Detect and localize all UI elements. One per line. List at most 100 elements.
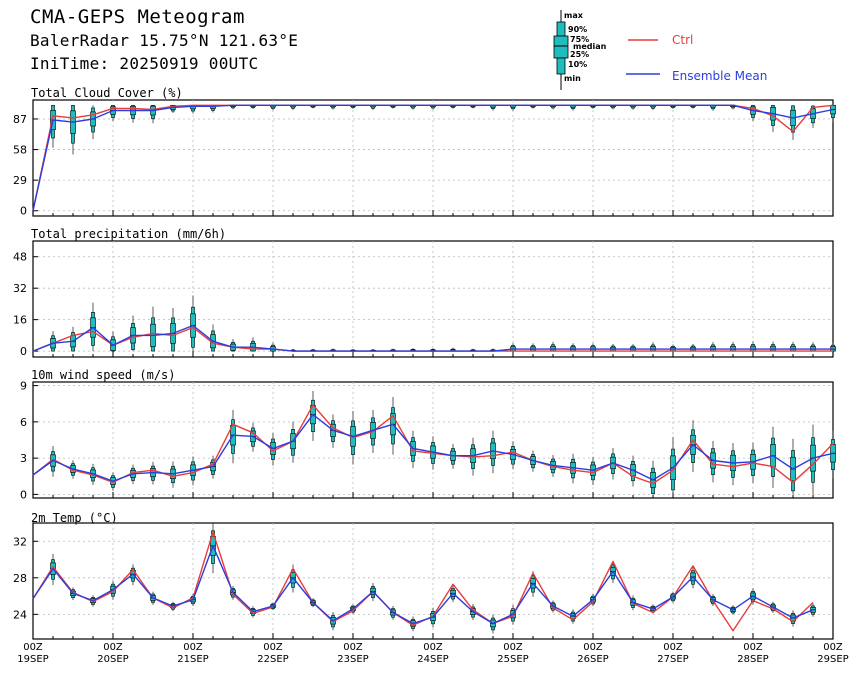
y-tick-label: 16	[13, 314, 27, 327]
ensemble-box	[570, 104, 576, 111]
x-tick-label-date: 24SEP	[417, 654, 448, 665]
ensemble-box	[790, 438, 796, 495]
legend-box-10	[556, 57, 566, 75]
x-tick-label-date: 19SEP	[17, 654, 48, 665]
ensemble-box	[90, 105, 96, 140]
y-tick-label: 32	[13, 282, 27, 295]
x-tick-label-hour: 00Z	[823, 642, 843, 653]
y-tick-label: 0	[20, 488, 27, 501]
chart-title: CMA-GEPS Meteogram	[30, 6, 245, 28]
ensemble-box	[210, 324, 216, 352]
y-tick-label: 0	[20, 345, 27, 358]
legend: Ctrl Ensemble Mean max 90%75%median25%10%…	[553, 10, 767, 90]
panel-title: Total Cloud Cover (%)	[31, 86, 183, 100]
legend-label-4: 25%	[570, 50, 589, 59]
panel-title: Total precipitation (mm/6h)	[31, 227, 226, 241]
legend-label-2: 75%	[570, 35, 589, 44]
series-ctrl-line	[32, 404, 834, 485]
x-tick-label-date: 25SEP	[497, 654, 528, 665]
panel-title: 2m Temp (°C)	[31, 511, 118, 525]
panel-1: Total precipitation (mm/6h) 0 16 32 48	[13, 227, 836, 358]
x-tick-label-date: 28SEP	[737, 654, 768, 665]
x-tick-label-hour: 00Z	[423, 642, 443, 653]
station-location: BalerRadar 15.75°N 121.63°E	[30, 31, 299, 50]
ensemble-box	[150, 104, 156, 124]
ensemble-box	[50, 330, 56, 352]
title-block: CMA-GEPS Meteogram BalerRadar 15.75°N 12…	[30, 6, 298, 75]
ensemble-box	[670, 344, 676, 352]
init-time: IniTime: 20250919 00UTC	[30, 54, 259, 73]
y-tick-label: 9	[20, 380, 27, 393]
ensemble-box	[710, 104, 716, 111]
y-tick-label: 29	[13, 174, 27, 187]
ensemble-box	[830, 342, 836, 352]
ensemble-box	[70, 326, 76, 352]
legend-label-3: median	[573, 42, 607, 51]
panel-2: 10m wind speed (m/s) 0 3 6 9	[20, 368, 836, 501]
series-ensemble-mean-line	[32, 413, 834, 482]
panel-title: 10m wind speed (m/s)	[31, 368, 176, 382]
legend-mean-label: Ensemble Mean	[672, 69, 767, 83]
x-tick-label-hour: 00Z	[263, 642, 283, 653]
panel-3: 2m Temp (°C) 24 28 32	[13, 511, 834, 640]
ensemble-box	[730, 443, 736, 486]
ensemble-box	[230, 339, 236, 352]
legend-label-5: 10%	[568, 60, 587, 69]
ensemble-box	[110, 331, 116, 352]
y-tick-label: 32	[13, 535, 27, 548]
x-tick-label-date: 29SEP	[817, 654, 848, 665]
ensemble-box	[590, 343, 596, 352]
y-tick-label: 6	[20, 416, 27, 429]
ensemble-box	[490, 104, 496, 111]
x-tick-label-hour: 00Z	[343, 642, 363, 653]
ensemble-box	[650, 460, 656, 495]
ensemble-box	[830, 104, 836, 123]
legend-label-1: 90%	[568, 25, 587, 34]
ensemble-box	[530, 343, 536, 352]
ensemble-box	[170, 461, 176, 488]
ensemble-box	[210, 523, 216, 574]
y-tick-label: 87	[13, 113, 27, 126]
ensemble-box	[190, 295, 196, 352]
series-ensemble-mean-line	[32, 324, 833, 352]
panel-0: Total Cloud Cover (%) 0 29 58 87	[13, 86, 836, 218]
ensemble-box	[570, 343, 576, 352]
y-tick-label: 58	[13, 144, 27, 157]
series-ensemble-mean-line	[32, 545, 814, 625]
ensemble-box	[510, 104, 516, 111]
ensemble-box	[130, 315, 136, 352]
legend-ctrl-label: Ctrl	[672, 33, 693, 47]
ensemble-box	[270, 104, 276, 111]
series-ctrl-line	[32, 531, 814, 632]
y-tick-label: 3	[20, 452, 27, 465]
y-tick-label: 0	[20, 205, 27, 218]
x-tick-label-date: 20SEP	[97, 654, 128, 665]
ensemble-box	[70, 104, 76, 155]
ensemble-box	[630, 344, 636, 352]
ensemble-box	[230, 409, 236, 464]
legend-label-0: max	[564, 11, 584, 20]
ensemble-box	[690, 343, 696, 352]
ensemble-box	[610, 343, 616, 352]
legend-label-6: min	[564, 74, 581, 83]
ensemble-box	[770, 104, 776, 132]
x-tick-label-hour: 00Z	[743, 642, 763, 653]
x-tick-label-date: 21SEP	[177, 654, 208, 665]
x-tick-label-date: 22SEP	[257, 654, 288, 665]
x-tick-label-hour: 00Z	[103, 642, 123, 653]
x-tick-label-hour: 00Z	[663, 642, 683, 653]
x-tick-label-hour: 00Z	[183, 642, 203, 653]
ensemble-box	[150, 306, 156, 352]
ensemble-box	[790, 105, 796, 140]
ensemble-box	[170, 308, 176, 352]
series-ensemble-mean-line	[32, 104, 834, 211]
x-tick-label-hour: 00Z	[23, 642, 43, 653]
ensemble-box	[830, 430, 836, 479]
y-tick-label: 24	[13, 608, 27, 621]
y-tick-label: 28	[13, 572, 27, 585]
ensemble-box	[590, 456, 596, 486]
x-tick-label-date: 26SEP	[577, 654, 608, 665]
x-tick-label-hour: 00Z	[583, 642, 603, 653]
y-tick-label: 48	[13, 251, 27, 264]
